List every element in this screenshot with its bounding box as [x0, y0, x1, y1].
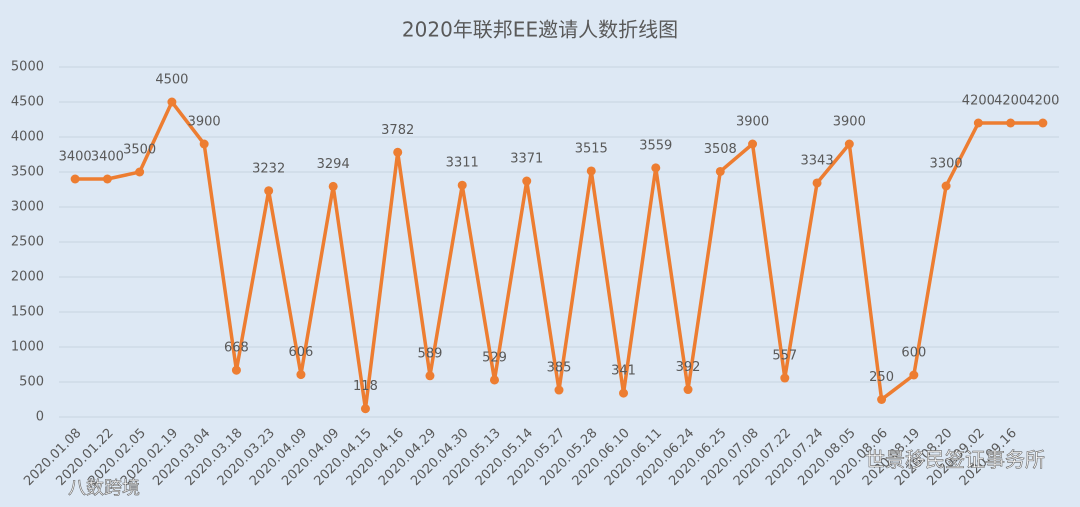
point	[941, 181, 951, 191]
data-label: 250	[869, 370, 894, 385]
data-label: 3300	[930, 157, 963, 172]
point	[973, 118, 983, 128]
data-label: 606	[289, 345, 314, 360]
data-label: 3343	[801, 153, 834, 168]
y-tick-label: 5000	[11, 60, 44, 75]
point	[360, 404, 370, 414]
point	[1038, 118, 1048, 128]
y-tick-label: 3000	[11, 200, 44, 215]
point	[651, 163, 661, 173]
data-label: 341	[611, 364, 636, 379]
data-label: 529	[482, 350, 507, 365]
data-label: 4200	[994, 94, 1027, 109]
point	[489, 375, 499, 385]
data-label: 589	[418, 346, 443, 361]
point	[812, 178, 822, 188]
data-label: 4200	[962, 94, 995, 109]
y-tick-label: 1000	[11, 340, 44, 355]
point	[328, 181, 338, 191]
plot: 0 500 1000 1500 2000 2500 3000 3500 4000 4500 5000…	[11, 60, 1060, 489]
data-label: 4500	[155, 73, 188, 88]
data-label: 3232	[252, 161, 285, 176]
point	[102, 174, 112, 184]
data-label: 3311	[446, 156, 479, 171]
data-label: 3559	[639, 138, 672, 153]
data-label: 3900	[736, 115, 769, 130]
data-label: 385	[547, 361, 572, 376]
y-tick-label: 500	[19, 375, 44, 390]
point	[683, 385, 693, 395]
point	[199, 139, 209, 149]
point	[425, 371, 435, 381]
point	[522, 176, 532, 186]
y-tick-label: 0	[36, 410, 44, 425]
watermark: 世景移民签证事务所	[865, 448, 1045, 472]
data-label: 3371	[510, 152, 543, 167]
data-label: 600	[901, 346, 926, 361]
point	[619, 388, 629, 398]
point	[135, 167, 145, 177]
y-tick-label: 4000	[11, 130, 44, 145]
y-tick-label: 1500	[11, 305, 44, 320]
data-label: 392	[676, 360, 701, 375]
data-label: 3515	[575, 141, 608, 156]
y-tick-label: 2000	[11, 270, 44, 285]
point	[70, 174, 80, 184]
watermark: 八数跨境	[68, 478, 140, 499]
data-label: 4200	[1026, 94, 1059, 109]
point	[296, 370, 306, 380]
point	[393, 147, 403, 157]
data-label: 557	[772, 349, 797, 364]
point	[909, 370, 919, 380]
data-label: 3782	[381, 123, 414, 138]
point	[715, 166, 725, 176]
point	[877, 395, 887, 404]
data-label: 3400	[59, 150, 92, 165]
point	[554, 385, 564, 395]
data-label: 668	[224, 341, 249, 356]
y-tick-label: 4500	[11, 95, 44, 110]
point	[167, 97, 177, 107]
point	[264, 186, 274, 196]
data-label: 3900	[188, 115, 221, 130]
y-tick-label: 2500	[11, 235, 44, 250]
data-label: 3508	[704, 142, 737, 157]
data-label: 3500	[123, 143, 156, 158]
y-tick-label: 3500	[11, 165, 44, 180]
point	[748, 139, 758, 149]
point	[457, 180, 467, 190]
point	[1006, 118, 1016, 128]
chart-title: 2020年联邦EE邀请人数折线图	[402, 18, 678, 42]
point	[586, 166, 596, 176]
point	[844, 139, 854, 149]
point	[231, 365, 241, 375]
data-label: 3900	[833, 115, 866, 130]
point	[780, 373, 790, 383]
data-label: 3400	[91, 150, 124, 165]
data-label: 118	[353, 379, 378, 394]
data-label: 3294	[317, 157, 350, 172]
